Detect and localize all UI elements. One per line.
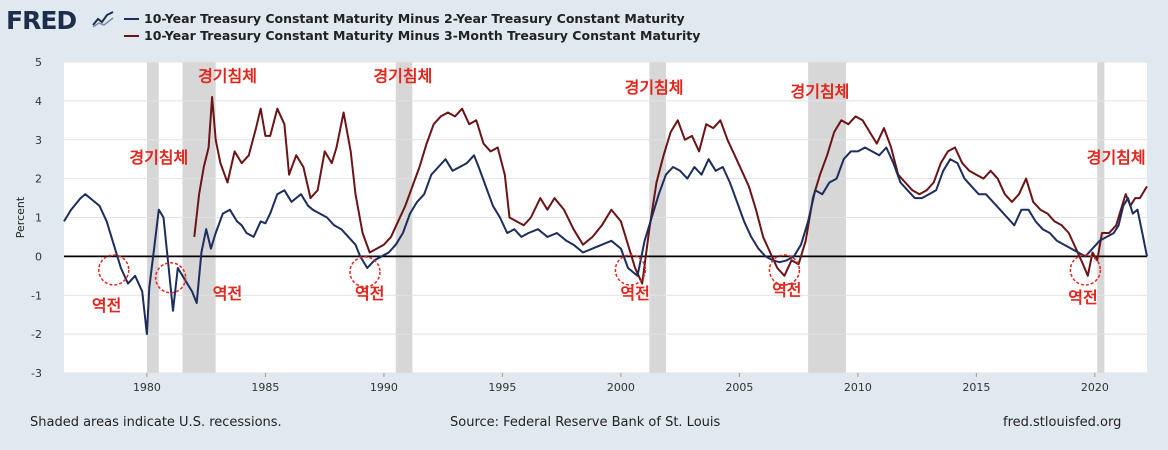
- inversion-marker-5: [1069, 254, 1102, 286]
- annotation-label: 역전: [92, 296, 121, 315]
- legend-entry-10y-3m[interactable]: 10-Year Treasury Constant Maturity Minus…: [124, 27, 700, 44]
- trend-line-icon: [92, 10, 114, 28]
- series-line-10y-3m[interactable]: [193, 96, 1148, 285]
- source-note: Source: Federal Reserve Bank of St. Loui…: [450, 415, 721, 430]
- annotation-label: 역전: [213, 284, 242, 303]
- x-tick-label: 1985: [251, 381, 279, 394]
- y-tick-label: 4: [35, 95, 42, 108]
- x-tick-label: 1995: [488, 381, 516, 394]
- annotation-label: 경기침체: [373, 66, 432, 85]
- inversion-marker-4: [768, 254, 801, 286]
- y-axis-title: Percent: [14, 196, 27, 238]
- y-tick-label: 0: [35, 250, 42, 263]
- recession-note: Shaded areas indicate U.S. recessions.: [30, 415, 282, 430]
- inversion-marker-0: [98, 254, 130, 286]
- annotation-label: 경기침체: [791, 82, 850, 101]
- chart-legend: 10-Year Treasury Constant Maturity Minus…: [124, 10, 700, 44]
- x-tick-label: 2000: [607, 381, 635, 394]
- site-link[interactable]: fred.stlouisfed.org: [1003, 415, 1122, 430]
- legend-label-10y-3m: 10-Year Treasury Constant Maturity Minus…: [144, 28, 701, 43]
- x-tick-label: 2005: [725, 381, 753, 394]
- fred-logo[interactable]: FRED: [6, 6, 77, 35]
- annotation-label: 경기침체: [198, 66, 257, 85]
- x-tick-label: 2020: [1081, 381, 1109, 394]
- annotation-label: 역전: [620, 284, 649, 303]
- annotation-label: 역전: [355, 284, 384, 303]
- y-tick-label: 5: [35, 56, 42, 69]
- legend-swatch-10y-3m: [124, 34, 139, 37]
- annotation-label: 경기침체: [1087, 148, 1146, 167]
- inversion-marker-1: [154, 262, 187, 294]
- y-tick-label: 2: [35, 173, 42, 186]
- annotation-label: 역전: [772, 280, 801, 299]
- legend-entry-10y-2y[interactable]: 10-Year Treasury Constant Maturity Minus…: [124, 10, 700, 27]
- y-tick-label: 1: [35, 212, 42, 225]
- x-tick-label: 1990: [370, 381, 398, 394]
- annotation-label: 경기침체: [129, 148, 188, 167]
- y-tick-label: 3: [35, 134, 42, 147]
- y-tick-label: -3: [31, 367, 42, 380]
- y-tick-label: -1: [31, 289, 42, 302]
- legend-swatch-10y-2y: [124, 17, 139, 20]
- legend-label-10y-2y: 10-Year Treasury Constant Maturity Minus…: [144, 11, 685, 26]
- annotation-label: 역전: [1068, 288, 1097, 307]
- x-tick-label: 2010: [844, 381, 872, 394]
- series-line-10y-2y[interactable]: [63, 146, 1148, 336]
- y-tick-label: -2: [31, 328, 42, 341]
- chart-plot[interactable]: -3 -2 -1 0 1 2 3 4 5 1980 1985 1990 1995 2000 2005 2010…: [0, 50, 1168, 410]
- inversion-marker-3: [614, 254, 647, 286]
- chart-header: FRED 10-Year Treasury Constant Maturity …: [0, 0, 1168, 50]
- annotation-label: 경기침체: [625, 78, 684, 97]
- x-tick-label: 2015: [962, 381, 990, 394]
- x-tick-label: 1980: [133, 381, 161, 394]
